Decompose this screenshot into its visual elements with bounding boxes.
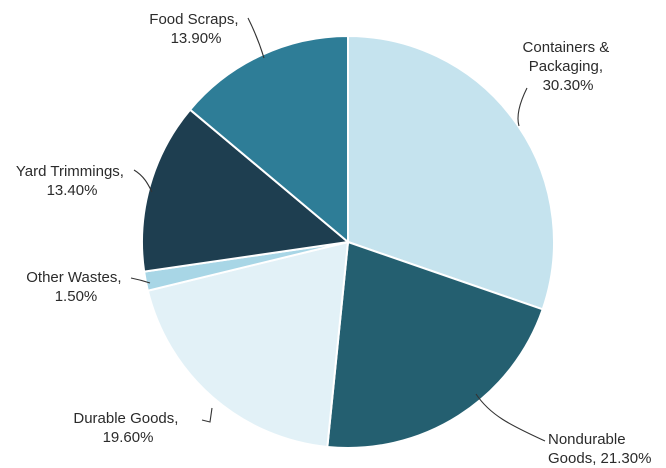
- label-yard-trimmings: Yard Trimmings, 13.40%: [16, 163, 128, 199]
- leader-yard-trimmings: [133, 169, 153, 193]
- label-containers-packaging: Containers & Packaging, 30.30%: [523, 39, 614, 94]
- label-nondurable-goods: Nondurable Goods, 21.30%: [548, 431, 651, 467]
- leader-other-wastes: [130, 277, 151, 284]
- slice-yard-trimmings: [141, 108, 351, 273]
- slice-food-scraps: [188, 34, 349, 245]
- leader-food-scraps: [247, 17, 265, 59]
- label-food-scraps: Food Scraps, 13.90%: [149, 11, 242, 47]
- label-other-wastes: Other Wastes, 1.50%: [26, 269, 125, 305]
- label-durable-goods: Durable Goods, 19.60%: [73, 410, 182, 446]
- slice-nondurable-goods: [326, 240, 544, 449]
- pie-slices: [141, 34, 555, 449]
- leader-durable-goods: [201, 407, 213, 423]
- leader-lines: [130, 17, 546, 442]
- slice-containers-packaging: [347, 34, 555, 311]
- slice-durable-goods: [146, 240, 350, 449]
- leader-containers-packaging: [517, 87, 528, 127]
- leader-nondurable-goods: [475, 393, 546, 442]
